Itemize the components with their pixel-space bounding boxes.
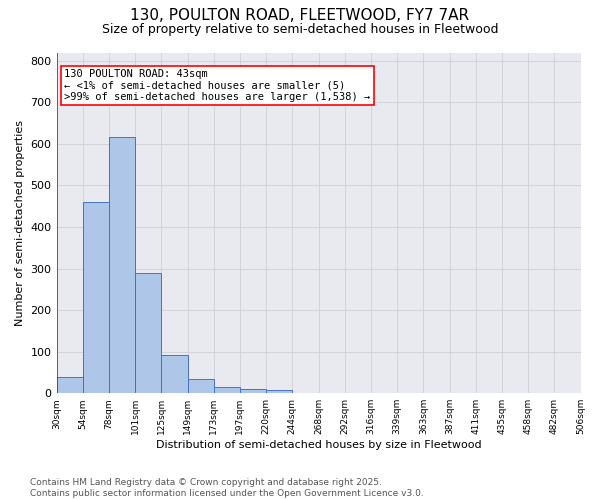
Text: Size of property relative to semi-detached houses in Fleetwood: Size of property relative to semi-detach… bbox=[102, 22, 498, 36]
Bar bbox=[240, 389, 266, 393]
Text: 130, POULTON ROAD, FLEETWOOD, FY7 7AR: 130, POULTON ROAD, FLEETWOOD, FY7 7AR bbox=[130, 8, 470, 22]
X-axis label: Distribution of semi-detached houses by size in Fleetwood: Distribution of semi-detached houses by … bbox=[156, 440, 481, 450]
Bar bbox=[83, 202, 109, 393]
Bar bbox=[266, 390, 292, 393]
Bar bbox=[188, 380, 214, 393]
Text: Contains HM Land Registry data © Crown copyright and database right 2025.
Contai: Contains HM Land Registry data © Crown c… bbox=[30, 478, 424, 498]
Y-axis label: Number of semi-detached properties: Number of semi-detached properties bbox=[15, 120, 25, 326]
Bar bbox=[135, 272, 161, 393]
Text: 130 POULTON ROAD: 43sqm
← <1% of semi-detached houses are smaller (5)
>99% of se: 130 POULTON ROAD: 43sqm ← <1% of semi-de… bbox=[64, 69, 371, 102]
Bar bbox=[214, 387, 240, 393]
Bar bbox=[109, 137, 135, 393]
Bar bbox=[56, 376, 83, 393]
Bar bbox=[161, 354, 188, 393]
